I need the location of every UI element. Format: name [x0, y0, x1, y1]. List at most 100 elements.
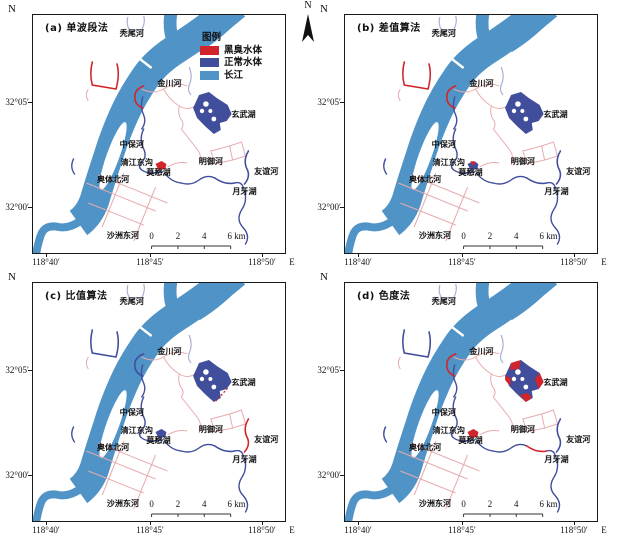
scale-bar-label: 4 [202, 499, 207, 509]
jinchuan-river-feature [445, 353, 457, 377]
lon-tick-label: 118°45′ [136, 525, 164, 535]
map-label-qingjiang: 清江东沟 [433, 425, 465, 435]
panel-b: N 32°05′ 32°00′ 秃尾河 金川河 玄武湖 中保河 清江东沟 莫愁湖 奥体北河 明… [312, 0, 617, 272]
lat-tick-label: 32°00′ [5, 202, 29, 212]
panel-title: (b) 差值算法 [357, 23, 421, 34]
map-label-jinchuan: 金川河 [156, 78, 182, 88]
lon-tick-label: 118°50′ [248, 257, 276, 267]
legend-item-black-odor: 黑臭水体 [200, 44, 263, 56]
bridge-line [134, 54, 153, 69]
map-label-aoti: 奥体北河 [96, 174, 130, 184]
lon-tick-mark [150, 521, 151, 525]
map-frame: 秃尾河 金川河 玄武湖 中保河 清江东沟 莫愁湖 奥体北河 明御河 友谊河 月牙湖 沙洲东河 0 2 4 6… [32, 282, 286, 522]
panel-north-label: N [8, 271, 16, 283]
mochou-black-odor-tip [470, 161, 477, 166]
panel-c: N 32°05′ 32°00′ 秃尾河 金川河 玄武湖 中保河 清江东沟 莫愁湖 奥体北河 明… [0, 268, 305, 540]
panel-north-label: N [8, 3, 16, 15]
map-label-youyi: 友谊河 [253, 434, 279, 444]
panel-north-label: N [320, 3, 328, 15]
lon-tick-label: 118°40′ [32, 525, 60, 535]
lon-tick-label: 118°45′ [448, 257, 476, 267]
map-label-yueya: 月牙湖 [543, 186, 568, 196]
scale-bar-label: 4 [514, 231, 519, 241]
panel-north-label: N [320, 271, 328, 283]
canal-rect-feature [90, 329, 120, 358]
scale-bar-label: 6 km [540, 231, 558, 241]
map-label-youyi: 友谊河 [565, 434, 591, 444]
lat-tick-label: 32°00′ [5, 470, 29, 480]
lat-tick-label: 32°00′ [317, 470, 341, 480]
lon-tick-mark [574, 521, 575, 525]
scale-bar-label: 0 [149, 499, 154, 509]
map-label-tuwei: 秃尾河 [431, 28, 457, 38]
scale-bar: 0 2 4 6 km [461, 499, 558, 517]
bridge-line [446, 54, 465, 69]
panel-title: (d) 色度法 [357, 291, 411, 302]
lat-tick-mark [340, 475, 344, 476]
map-frame: 秃尾河 金川河 玄武湖 中保河 清江东沟 莫愁湖 奥体北河 明御河 友谊河 月牙湖 沙洲东河 0 2 4 6… [344, 282, 598, 522]
river-lines [71, 96, 249, 245]
yangtze-river [345, 283, 558, 521]
xuanwu-black-odor-patch [510, 360, 521, 370]
river-lines [383, 96, 561, 245]
mochou-lake-patch [155, 161, 167, 170]
lon-tick-mark [358, 521, 359, 525]
canal-rect-feature [402, 61, 432, 90]
yueya-river-feature [526, 177, 548, 185]
map-label-jinchuan: 金川河 [156, 346, 182, 356]
bridge-line [134, 322, 153, 337]
map-label-zhongbao: 中保河 [432, 139, 457, 149]
map-label-yueya: 月牙湖 [231, 454, 256, 464]
lat-tick-label: 32°05′ [317, 97, 341, 107]
lat-tick-mark [28, 370, 32, 371]
youyi-river-feature [555, 150, 562, 185]
youyi-river-feature [243, 418, 250, 453]
yangtze-river [33, 283, 246, 521]
map-label-xuanwu: 玄武湖 [543, 377, 567, 387]
lon-tick-mark [150, 253, 151, 257]
scale-bar-label: 2 [488, 231, 492, 241]
jinchuan-river-feature [445, 85, 457, 109]
map-label-mingyu: 明御河 [511, 156, 536, 166]
lat-tick-label: 32°00′ [317, 202, 341, 212]
scale-bar-label: 2 [488, 499, 492, 509]
map-label-xuanwu: 玄武湖 [231, 377, 255, 387]
map-label-aoti: 奥体北河 [408, 174, 442, 184]
map-label-jinchuan: 金川河 [468, 346, 494, 356]
youyi-river-feature [243, 150, 250, 185]
map-label-mochou: 莫愁湖 [457, 435, 482, 445]
lat-tick-mark [340, 207, 344, 208]
panel-d: N 32°05′ 32°00′ 秃尾河 金川河 玄武湖 中保河 清江东沟 莫愁湖 奥体北河 明… [312, 268, 617, 540]
canal-lines-purple [438, 15, 504, 96]
lon-tick-label: 118°40′ [344, 525, 372, 535]
legend-item-normal-water: 正常水体 [200, 58, 262, 68]
lon-tick-mark [262, 253, 263, 257]
legend-swatch-yangtze [200, 70, 219, 80]
map-label-aoti: 奥体北河 [408, 442, 442, 452]
xuanwu-black-odor-patch [519, 393, 532, 402]
map-label-mochou: 莫愁湖 [145, 435, 170, 445]
scale-bar: 0 2 4 6 km [149, 231, 246, 249]
lon-tick-label: 118°40′ [344, 257, 372, 267]
xuanwu-lake [505, 92, 544, 134]
map-label-qingjiang: 清江东沟 [121, 425, 153, 435]
legend-label: 长江 [224, 69, 244, 81]
map-label-yueya: 月牙湖 [231, 186, 256, 196]
scale-bar-label: 4 [514, 499, 519, 509]
lon-tick-mark [574, 253, 575, 257]
yueya-river-feature [214, 445, 236, 453]
river-lines [383, 364, 561, 513]
legend-label: 黑臭水体 [224, 44, 263, 56]
lon-tick-label: 118°50′ [560, 257, 588, 267]
lon-tick-mark [358, 253, 359, 257]
xuanwu-black-odor-fringe [215, 387, 229, 402]
lon-tick-label: 118°45′ [136, 257, 164, 267]
map-label-xuanwu: 玄武湖 [543, 109, 567, 119]
map-label-mingyu: 明御河 [511, 424, 536, 434]
north-arrow-label: N [304, 0, 312, 11]
lon-tick-mark [262, 521, 263, 525]
scale-bar-label: 6 km [540, 499, 558, 509]
